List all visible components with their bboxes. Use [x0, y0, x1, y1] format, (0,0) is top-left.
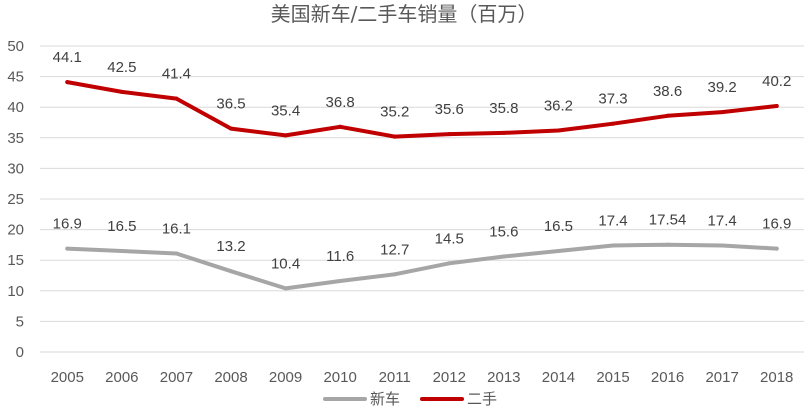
series-line-1 — [65, 80, 779, 139]
data-point — [392, 134, 397, 139]
x-tick-label: 2011 — [379, 369, 411, 386]
x-tick-label: 2007 — [160, 369, 193, 386]
y-tick-label: 35 — [7, 130, 24, 147]
data-point — [556, 249, 561, 254]
data-point — [611, 243, 615, 248]
legend: 新车 二手 — [323, 390, 497, 408]
legend-label: 二手 — [467, 390, 497, 408]
x-tick-label: 2008 — [214, 369, 247, 386]
data-point — [611, 121, 615, 126]
data-point — [720, 243, 725, 248]
x-tick-label: 2017 — [705, 369, 738, 386]
data-point — [447, 132, 452, 137]
data-label: 17.4 — [598, 213, 627, 230]
data-label: 17.4 — [708, 213, 737, 230]
data-label: 11.6 — [326, 248, 354, 265]
data-point — [229, 126, 233, 131]
y-tick-label: 50 — [7, 38, 24, 55]
data-label: 40.2 — [762, 73, 791, 90]
y-axis-ticks: 0 5 10 15 20 25 30 35 40 45 50 — [7, 38, 24, 361]
x-tick-label: 2015 — [596, 369, 629, 386]
series-lines — [65, 80, 779, 291]
data-labels: 16.9 16.5 16.1 13.2 10.4 11.6 12.7 14.5 15.6 16.5… — [53, 49, 792, 272]
gridlines — [40, 45, 804, 353]
data-point — [283, 133, 288, 138]
data-point — [65, 80, 70, 85]
data-point — [556, 128, 561, 133]
data-label: 15.6 — [489, 224, 518, 241]
data-point — [174, 251, 179, 256]
data-label: 38.6 — [653, 83, 682, 100]
data-label: 44.1 — [53, 49, 82, 66]
y-tick-label: 5 — [16, 313, 24, 330]
x-tick-label: 2005 — [51, 369, 84, 386]
data-label: 16.5 — [107, 218, 136, 235]
data-point — [501, 130, 506, 135]
data-label: 35.4 — [271, 102, 300, 119]
data-label: 17.54 — [649, 212, 687, 229]
data-label: 16.5 — [544, 218, 573, 235]
data-label: 10.4 — [271, 255, 300, 272]
x-tick-label: 2012 — [433, 369, 466, 386]
data-point — [665, 242, 670, 247]
data-label: 12.7 — [380, 241, 409, 258]
x-tick-label: 2018 — [760, 369, 793, 386]
data-point — [774, 246, 779, 251]
data-point — [119, 89, 124, 94]
data-point — [774, 103, 779, 108]
data-label: 35.8 — [489, 100, 518, 117]
data-label: 42.5 — [107, 59, 136, 76]
x-tick-label: 2009 — [269, 369, 302, 386]
y-tick-label: 15 — [7, 252, 24, 269]
y-tick-label: 20 — [7, 222, 24, 239]
x-tick-label: 2013 — [487, 369, 520, 386]
data-point — [338, 124, 343, 129]
data-point — [229, 269, 233, 274]
chart-title: 美国新车/二手车销量（百万） — [271, 2, 538, 26]
data-label: 36.5 — [216, 96, 245, 113]
y-tick-label: 25 — [7, 191, 24, 208]
y-tick-label: 10 — [7, 283, 24, 300]
y-tick-label: 40 — [7, 99, 24, 116]
x-tick-label: 2006 — [105, 369, 138, 386]
data-point — [665, 113, 670, 118]
series-line-0 — [65, 242, 779, 291]
data-point — [392, 272, 397, 277]
x-tick-label: 2016 — [651, 369, 684, 386]
data-point — [65, 246, 70, 251]
y-tick-label: 30 — [7, 160, 24, 177]
data-label: 36.2 — [544, 97, 573, 114]
data-point — [447, 261, 452, 266]
x-tick-label: 2014 — [542, 369, 575, 386]
data-label: 35.2 — [380, 104, 409, 121]
data-label: 16.1 — [162, 220, 191, 237]
x-axis-ticks: 2005 2006 2007 2008 2009 2010 2011 2012 2013 2014… — [51, 369, 794, 386]
data-point — [174, 96, 179, 101]
data-label: 39.2 — [708, 79, 737, 96]
data-label: 36.8 — [326, 94, 355, 111]
data-label: 41.4 — [162, 66, 191, 83]
data-point — [501, 254, 506, 259]
data-label: 16.9 — [53, 216, 82, 233]
data-point — [283, 286, 288, 291]
data-label: 16.9 — [762, 216, 791, 233]
data-label: 13.2 — [216, 238, 245, 255]
data-label: 37.3 — [598, 91, 627, 108]
x-tick-label: 2010 — [323, 369, 356, 386]
data-point — [720, 110, 725, 115]
y-tick-label: 0 — [16, 344, 24, 361]
y-tick-label: 45 — [7, 69, 24, 86]
data-label: 35.6 — [435, 101, 464, 118]
data-point — [338, 279, 343, 284]
data-point — [119, 249, 124, 254]
legend-label: 新车 — [370, 390, 400, 408]
data-label: 14.5 — [435, 230, 464, 247]
